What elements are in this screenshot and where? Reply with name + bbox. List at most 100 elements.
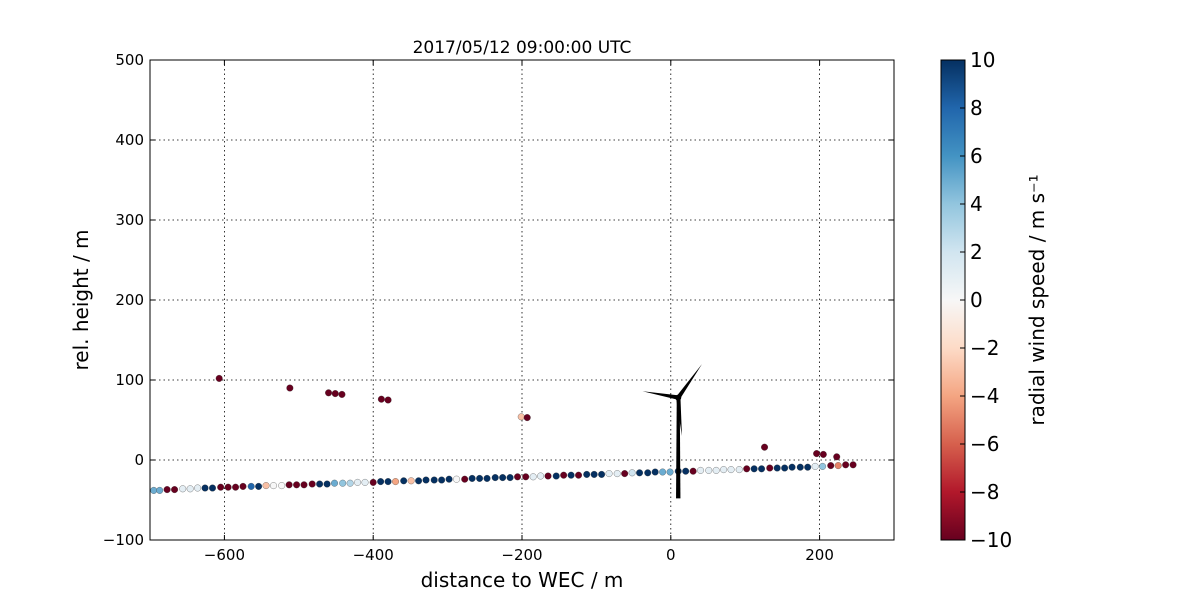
data-point (819, 450, 827, 458)
x-tick-label: −400 (353, 546, 394, 564)
colorbar-label: radial wind speed / m s⁻¹ (1025, 174, 1049, 425)
y-axis-title: rel. height / m (69, 229, 93, 370)
data-point (293, 481, 301, 489)
colorbar-ticks: −10 −8 −6 −4 −2 0 2 4 6 8 10 (960, 48, 1012, 552)
x-tick-label: 0 (666, 546, 676, 564)
data-point (461, 475, 469, 483)
data-point (209, 484, 216, 492)
colorbar-tick-label: 10 (970, 48, 995, 72)
x-axis-ticks: −600 −400 −200 0 200 (204, 60, 834, 564)
data-point (605, 470, 613, 478)
turbine-blade (676, 364, 703, 399)
data-point (590, 470, 598, 478)
data-point (796, 463, 804, 471)
data-point (369, 478, 377, 486)
data-point (712, 466, 720, 474)
y-tick-label: 0 (134, 451, 144, 469)
colorbar-tick-label: 0 (970, 288, 983, 312)
data-point (201, 484, 209, 492)
colorbar-tick-label: −6 (970, 432, 999, 456)
y-tick-label: −100 (103, 531, 144, 549)
data-point (849, 461, 857, 469)
data-point (468, 474, 476, 482)
data-point (567, 471, 575, 479)
data-point (377, 395, 385, 403)
data-point (842, 461, 850, 469)
data-point (300, 481, 308, 489)
colorbar-tick-label: 6 (970, 144, 983, 168)
data-point (811, 462, 819, 470)
chart-title: 2017/05/12 09:00:00 UTC (413, 38, 632, 58)
colorbar-tick-label: −10 (970, 528, 1012, 552)
data-point (377, 478, 385, 486)
data-point (453, 475, 460, 483)
data-point (621, 470, 629, 478)
data-point (491, 474, 499, 482)
data-point (232, 483, 240, 491)
colorbar-tick-label: 8 (970, 96, 983, 120)
data-point (827, 462, 835, 470)
turbine-blade (642, 391, 679, 400)
data-point (346, 479, 354, 487)
data-point (659, 468, 667, 476)
data-point (750, 465, 758, 473)
data-point (384, 478, 392, 486)
data-point (483, 474, 491, 482)
data-point (761, 443, 768, 451)
data-point (598, 470, 606, 478)
data-point (758, 465, 766, 473)
data-point (834, 462, 842, 470)
y-axis-ticks: −100 0 100 200 300 400 500 (103, 51, 894, 549)
data-point (628, 469, 636, 477)
data-point (583, 470, 591, 478)
data-point (323, 480, 331, 488)
data-point (430, 476, 438, 484)
y-tick-label: 300 (115, 211, 144, 229)
x-tick-label: −200 (501, 546, 542, 564)
data-point (499, 474, 507, 482)
data-point (438, 476, 446, 484)
data-point (705, 466, 713, 474)
data-point (239, 482, 247, 490)
wind-turbine-icon (642, 364, 703, 499)
data-point (523, 414, 531, 422)
data-point (422, 476, 430, 484)
data-point (697, 466, 705, 474)
data-point (788, 463, 796, 471)
data-point (819, 462, 827, 470)
turbine-hub (675, 394, 682, 401)
data-point (644, 469, 652, 477)
data-point (361, 478, 369, 486)
colorbar-tick-label: 2 (970, 240, 983, 264)
data-point (224, 483, 232, 491)
data-point (735, 466, 743, 474)
data-point (613, 470, 621, 478)
data-point (150, 486, 158, 494)
colorbar-tick-label: −4 (970, 384, 999, 408)
data-point (278, 482, 286, 490)
data-point (338, 390, 346, 398)
data-point (544, 472, 552, 480)
data-point (720, 466, 728, 474)
data-point (171, 486, 179, 494)
data-point (285, 481, 293, 489)
data-point (773, 464, 781, 472)
data-point (384, 396, 392, 404)
data-point (552, 472, 560, 480)
data-point (270, 482, 277, 490)
data-point (354, 478, 362, 486)
y-tick-label: 100 (115, 371, 144, 389)
data-point (215, 374, 223, 382)
data-point (217, 483, 225, 491)
data-point (331, 479, 338, 487)
colorbar-tick-label: 4 (970, 192, 983, 216)
data-point (636, 469, 644, 477)
y-tick-label: 400 (115, 131, 144, 149)
data-point (255, 482, 263, 490)
turbine-tower (676, 397, 681, 499)
colorbar-tick-label: −2 (970, 336, 999, 360)
turbine-blade (676, 397, 682, 436)
data-point (415, 477, 423, 485)
data-point (316, 480, 324, 488)
